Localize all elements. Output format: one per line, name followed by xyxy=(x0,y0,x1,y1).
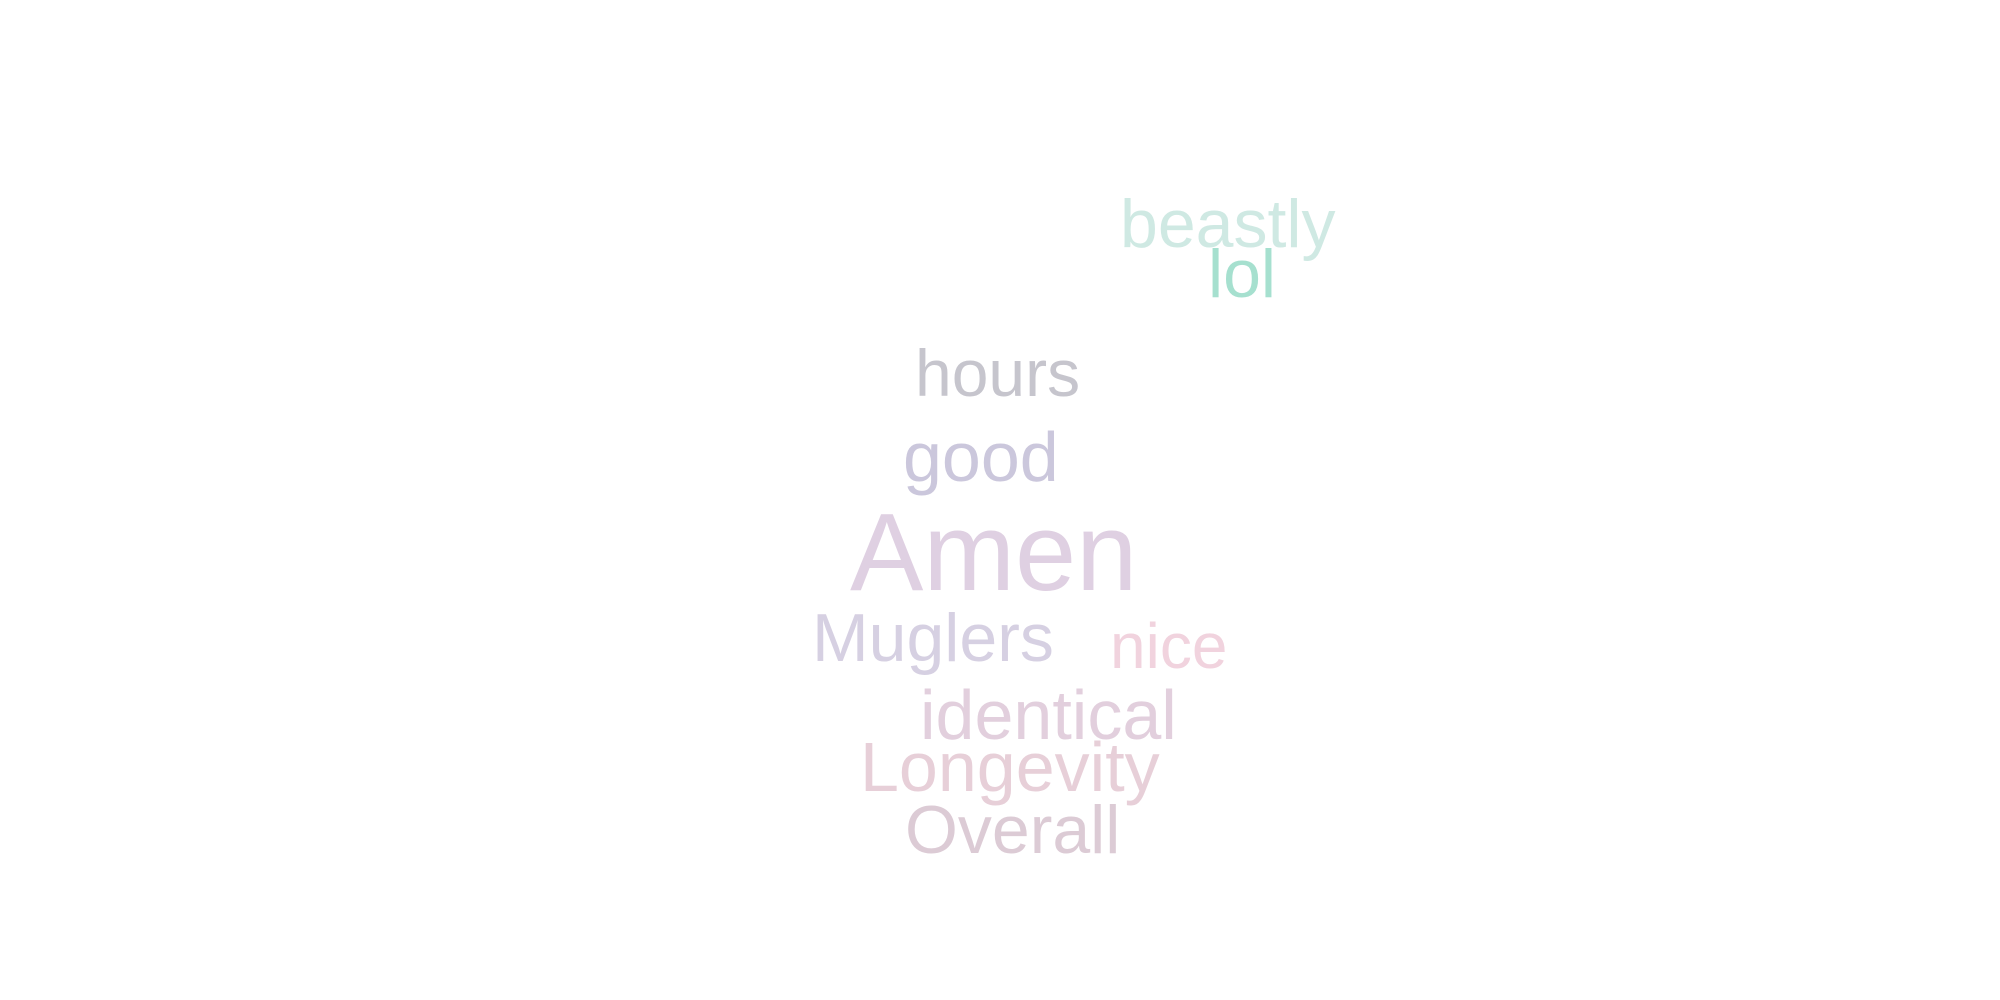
word-beastly: beastly xyxy=(1120,186,1336,262)
word-muglers: Muglers xyxy=(812,600,1054,676)
word-lol: lol xyxy=(1208,236,1277,312)
word-amen: Amen xyxy=(850,491,1138,614)
word-identical: identical xyxy=(920,676,1177,754)
word-hours: hours xyxy=(915,336,1081,410)
word-longevity: Longevity xyxy=(860,728,1160,806)
word-good: good xyxy=(903,418,1059,496)
word-overall: Overall xyxy=(905,792,1121,868)
word-nice: nice xyxy=(1110,610,1228,682)
